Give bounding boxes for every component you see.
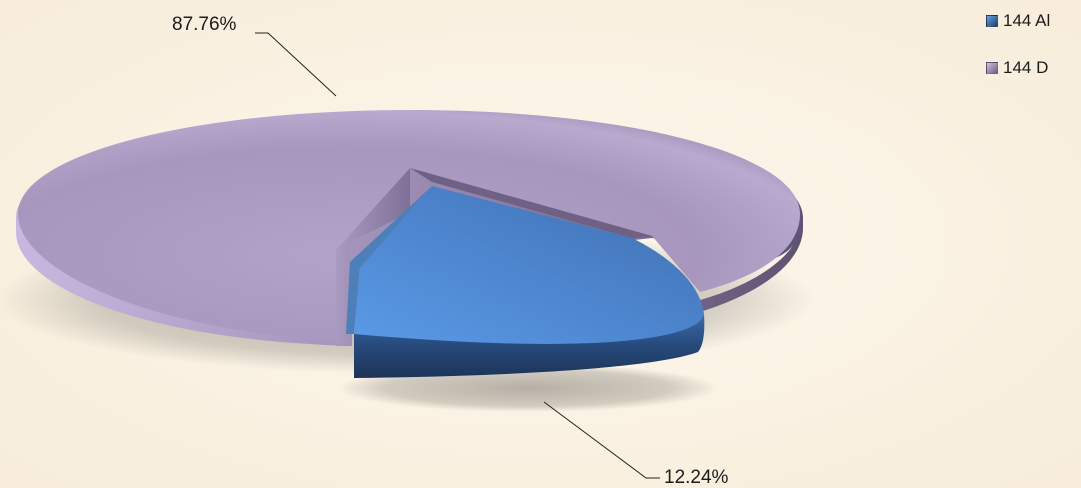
data-label-144-al: 12.24% — [664, 467, 729, 488]
legend: 144 Al 144 D — [986, 10, 1078, 104]
legend-label-144-al: 144 Al — [1003, 11, 1051, 30]
legend-item-144-al: 144 Al — [986, 10, 1078, 32]
leader-line-87 — [255, 32, 337, 97]
blue-slice-side — [354, 314, 705, 378]
legend-swatch-144-d — [986, 62, 998, 74]
purple-slice-top — [18, 110, 800, 342]
blue-slice-top — [354, 186, 704, 344]
legend-swatch-144-al — [986, 15, 998, 27]
data-label-144-d: 87.76% — [172, 14, 237, 35]
purple-slice-inner-wall — [336, 168, 410, 346]
purple-slice-cut-edge — [410, 168, 652, 238]
blue-slice-inner-wall — [346, 186, 432, 334]
legend-label-144-d: 144 D — [1003, 58, 1049, 77]
legend-item-144-d: 144 D — [986, 57, 1078, 79]
leader-line-12 — [543, 401, 660, 479]
